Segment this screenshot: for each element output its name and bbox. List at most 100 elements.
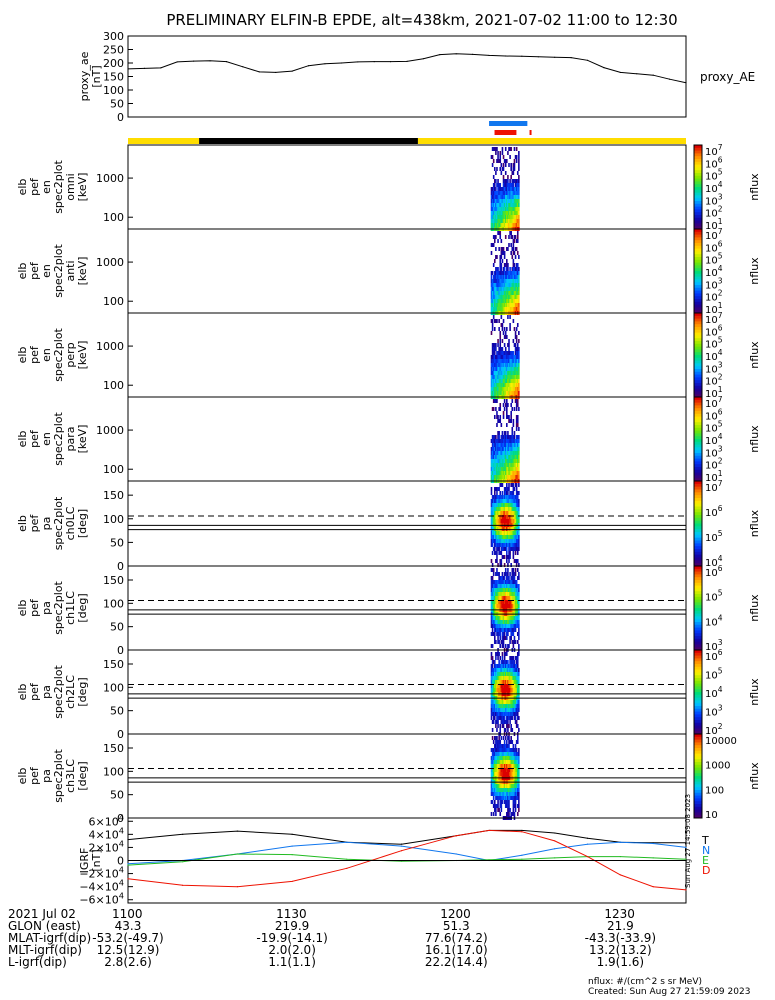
pixel: [510, 676, 512, 680]
pixel: [502, 527, 505, 531]
pixel: [499, 576, 502, 580]
pixel: [510, 207, 512, 211]
pixel: [511, 792, 514, 796]
pixel: [506, 539, 508, 543]
pixel: [516, 704, 519, 708]
pixel: [511, 688, 514, 692]
pixel: [506, 499, 508, 503]
pixel: [493, 239, 496, 243]
pixel: [518, 303, 520, 307]
pixel: [497, 447, 499, 451]
pixel: [500, 303, 503, 307]
pixel: [495, 467, 497, 471]
pixel: [511, 511, 514, 515]
pixel: [504, 367, 507, 371]
pixel: [495, 620, 497, 624]
pixel: [501, 716, 504, 720]
pixel: [506, 527, 508, 531]
pixel: [509, 668, 511, 672]
pixel: [507, 604, 509, 608]
pixel: [514, 275, 517, 279]
pixel: [510, 199, 512, 203]
pixel: [507, 736, 509, 740]
pixel: [495, 519, 497, 523]
pixel: [503, 499, 506, 503]
pixel: [508, 447, 510, 451]
pixel: [501, 459, 504, 463]
ytick-label-0-3: 150: [103, 71, 124, 84]
pixel: [514, 295, 517, 299]
pixel: [516, 672, 519, 676]
pixel: [508, 199, 510, 203]
pixel: [500, 800, 503, 804]
pixel: [513, 547, 516, 551]
pixel: [516, 299, 519, 303]
pixel: [511, 379, 514, 383]
pixel: [507, 752, 509, 756]
pixel: [501, 151, 504, 155]
footer-row-label-4: L-igrf(dip): [8, 955, 67, 969]
pixel: [513, 531, 516, 535]
pixel: [490, 363, 493, 367]
pixel: [496, 387, 498, 391]
pixel: [513, 716, 516, 720]
pixel: [513, 471, 516, 475]
ylabel-4-5: [keV]: [76, 425, 89, 454]
colorbar-step: [694, 520, 702, 524]
pixel: [506, 511, 508, 515]
pixel: [508, 768, 510, 772]
pixel: [511, 307, 514, 311]
pixel: [510, 359, 512, 363]
pixel: [516, 291, 519, 295]
pixel: [514, 668, 517, 672]
pixel: [506, 712, 508, 716]
pixel: [502, 644, 505, 648]
pixel: [497, 752, 499, 756]
pixel: [516, 812, 519, 816]
pixel: [503, 491, 506, 495]
pixel: [513, 588, 516, 592]
colorbar-step: [694, 546, 702, 550]
pixel: [513, 559, 516, 563]
pixel: [511, 660, 514, 664]
pixel: [511, 664, 514, 668]
pixel: [506, 628, 508, 632]
pixel: [506, 279, 508, 283]
pixel: [490, 295, 493, 299]
pixel: [501, 708, 504, 712]
pixel: [511, 592, 514, 596]
pixel: [491, 700, 494, 704]
pixel: [501, 259, 504, 263]
pixel: [507, 215, 509, 219]
pixel: [492, 263, 495, 267]
pixel: [490, 367, 493, 371]
pixel: [499, 291, 502, 295]
pixel: [493, 291, 496, 295]
pixel: [497, 367, 499, 371]
pixel: [495, 171, 497, 175]
footer-value-4-3: 1.9(1.6): [596, 955, 645, 969]
colorbar-step: [694, 495, 702, 499]
pixel: [492, 315, 495, 319]
pixel: [491, 672, 494, 676]
pixel: [497, 507, 499, 511]
pixel: [498, 355, 500, 359]
pixel: [504, 624, 507, 628]
pixel: [515, 335, 518, 339]
pixel: [496, 768, 498, 772]
pixel: [502, 283, 505, 287]
pixel: [514, 355, 517, 359]
pixel: [501, 632, 504, 636]
pixel: [497, 503, 499, 507]
pixel: [498, 371, 500, 375]
colorbar-step: [694, 795, 702, 799]
pixel: [504, 275, 507, 279]
series-point-0-0-23: [504, 55, 507, 57]
pixel: [515, 455, 518, 459]
pixel: [514, 367, 517, 371]
pixel: [503, 263, 506, 267]
colorbar-step: [694, 557, 702, 561]
pixel: [513, 628, 516, 632]
pixel: [511, 431, 514, 435]
colorbar-step: [694, 299, 702, 303]
